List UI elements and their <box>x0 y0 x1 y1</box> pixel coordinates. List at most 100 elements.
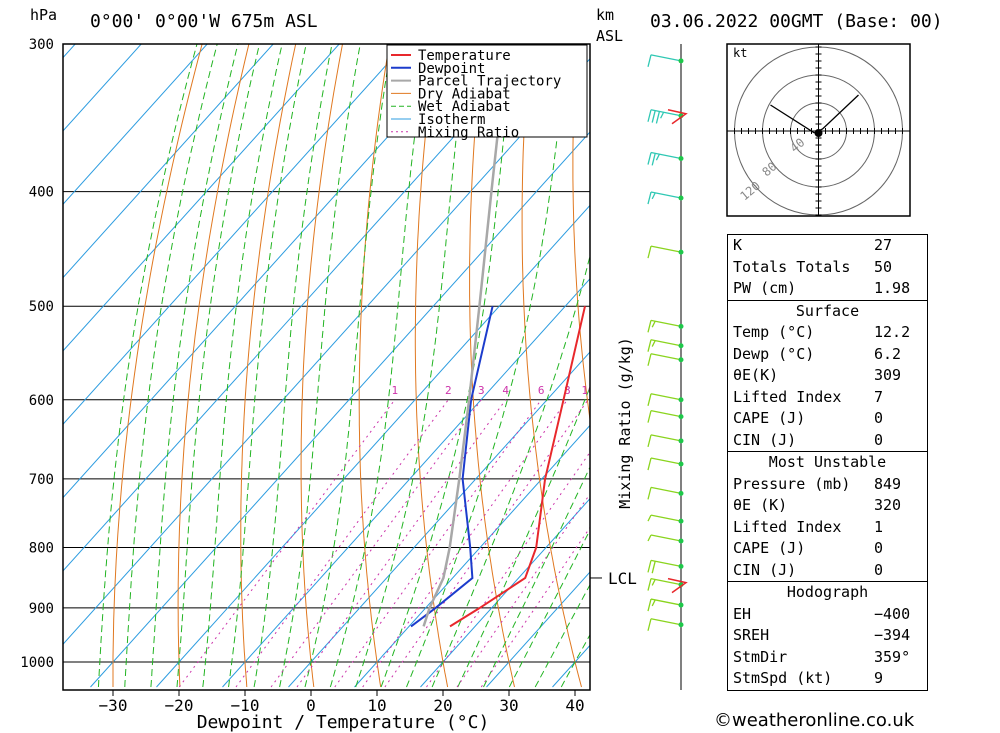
wind-barb-staff <box>650 534 682 542</box>
wind-barb-staff <box>650 109 682 117</box>
temp-tick-label: −20 <box>165 696 194 715</box>
wind-barb-flag <box>647 578 652 591</box>
mixing-ratio-line <box>178 399 396 688</box>
wind-barb <box>647 486 682 500</box>
pressure-tick-label: 300 <box>29 37 54 53</box>
mixing-ratio-label: 3 <box>478 384 485 397</box>
legend-entry: Dewpoint <box>418 61 485 77</box>
wind-barb <box>647 151 682 166</box>
wind-barb <box>647 457 682 471</box>
index-value: 0 <box>874 430 884 449</box>
mixing-ratio-label: 1 <box>392 384 399 397</box>
pressure-tick-label: 500 <box>29 299 54 315</box>
site-link[interactable]: weatheronline.co.uk <box>732 710 915 731</box>
wind-barb-staff <box>650 409 682 418</box>
index-row: θE (K) 320 <box>728 495 927 517</box>
x-axis-label: Dewpoint / Temperature (°C) <box>197 712 490 733</box>
wind-level-dot <box>678 602 684 608</box>
wind-barb <box>647 109 682 124</box>
wind-barb-flag <box>660 111 665 119</box>
series-line-parcel-trajectory <box>422 44 509 627</box>
wet-adiabat-line <box>97 44 198 688</box>
temp-tick-label: −30 <box>99 696 128 715</box>
dry-adiabat-line <box>177 44 250 688</box>
wet-adiabat-line <box>279 44 361 688</box>
mixing-ratio-line <box>456 493 590 688</box>
wind-barb-flag <box>651 153 656 166</box>
wind-level-dot <box>678 438 684 444</box>
legend-entry: Wet Adiabat <box>418 99 511 115</box>
index-row: Pressure (mb) 849 <box>728 474 927 496</box>
index-row: θE(K) 309 <box>728 365 927 387</box>
temp-tick-label: 30 <box>499 696 518 715</box>
wind-barb <box>647 514 682 522</box>
index-value: 1 <box>874 517 884 536</box>
dry-adiabat-line <box>240 44 297 688</box>
index-row: Dewp (°C) 6.2 <box>728 344 927 366</box>
index-label: SREH <box>733 626 770 644</box>
wet-adiabat-line <box>150 44 239 688</box>
wind-barb-staff <box>650 577 682 586</box>
index-label: θE(K) <box>733 366 779 384</box>
wind-barb <box>647 245 682 259</box>
wind-barb-flag <box>647 191 652 205</box>
index-row: PW (cm) 1.98 <box>728 278 927 300</box>
wind-barb-staff <box>650 353 682 361</box>
wind-barb <box>647 191 682 205</box>
wind-level-dot <box>678 323 684 329</box>
index-label: CIN (J) <box>733 430 797 449</box>
wind-barb-flag <box>647 54 652 67</box>
height-unit-sublabel: ASL <box>596 27 623 45</box>
wind-barb <box>647 319 682 333</box>
index-value: 0 <box>874 560 884 579</box>
wind-barb-flag <box>655 153 660 161</box>
index-label: Pressure (mb) <box>733 474 851 493</box>
index-label: CAPE (J) <box>733 539 806 557</box>
legend-entry: Temperature <box>418 48 511 64</box>
wind-barb-flag <box>651 561 656 574</box>
wind-level-dot <box>678 156 684 162</box>
surface-indices: Temp (°C) 12.2 Dewp (°C) 6.2 θE(K) 309 Lifted … <box>728 322 927 451</box>
wind-barb-staff <box>650 434 682 442</box>
wind-barb-flag <box>647 487 652 500</box>
series-line-dewpoint <box>410 305 494 628</box>
wind-barb-staff <box>650 151 682 160</box>
index-row: StmSpd (kt) 9 <box>728 668 927 690</box>
wind-barb <box>647 559 682 574</box>
index-value: −400 <box>874 604 911 623</box>
dry-adiabat-line <box>946 9 1000 687</box>
wet-adiabat-line <box>406 44 569 688</box>
general-indices: K 27 Totals Totals 50 PW (cm) 1.98 <box>728 235 927 300</box>
index-label: Temp (°C) <box>733 323 815 341</box>
wind-barb-flag <box>651 599 656 607</box>
wind-barb-flag <box>651 340 656 347</box>
wind-level-dot <box>678 195 684 201</box>
wind-barb-flag <box>651 320 656 328</box>
footer-credit: ©weatheronline.co.uk <box>714 710 914 731</box>
wind-barb <box>647 598 682 612</box>
skewt-plot-area: 1 2 3 4 6 8 10 15 20 25 <box>63 9 1000 688</box>
wind-barb-staff <box>650 598 682 606</box>
wind-barb <box>647 577 682 591</box>
index-row: CIN (J) 0 <box>728 560 927 582</box>
isotherm-line <box>90 131 590 688</box>
index-row: K 27 <box>728 235 927 257</box>
wet-adiabat-line <box>304 44 393 688</box>
wind-barb <box>647 618 682 631</box>
legend-entry: Mixing Ratio <box>418 125 519 141</box>
mixing-ratio-axis-label: Mixing Ratio (g/kg) <box>616 337 634 509</box>
pressure-tick-label: 1000 <box>20 655 54 671</box>
legend-box <box>386 44 588 138</box>
index-value: 849 <box>874 474 902 493</box>
temp-tick-label: 20 <box>433 696 452 715</box>
isotherm-line <box>156 204 590 688</box>
mixing-ratio-line <box>362 399 568 688</box>
wind-barb-flag <box>647 152 652 165</box>
dry-adiabat-line <box>521 44 582 688</box>
wind-barb <box>647 534 682 542</box>
wind-level-dot <box>678 563 684 569</box>
wind-barb-staff <box>650 339 682 347</box>
index-value: 7 <box>874 387 884 406</box>
index-value: 6.2 <box>874 344 902 363</box>
mixing-ratio-label: 4 <box>502 384 509 397</box>
